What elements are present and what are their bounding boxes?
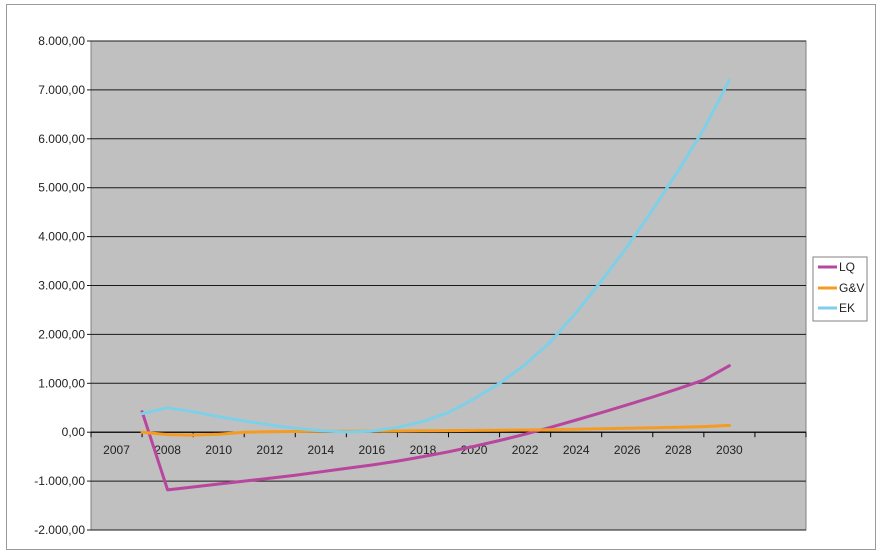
- legend-label-gv: G&V: [839, 281, 864, 295]
- y-tick-label: 7.000,00: [38, 83, 85, 97]
- x-tick-label: 2008: [154, 443, 181, 457]
- x-tick-label: 2018: [410, 443, 437, 457]
- legend: LQ G&V EK: [812, 256, 868, 322]
- x-tick-label: 2007: [103, 443, 130, 457]
- y-tick-label: -1.000,00: [34, 474, 85, 488]
- y-tick-label: 1.000,00: [38, 376, 85, 390]
- y-tick-label: 0,00: [62, 425, 86, 439]
- x-tick-label: 2016: [359, 443, 386, 457]
- series-line-gv: [140, 423, 731, 437]
- line-chart: -2.000,00 -1.000,00 0,00 1.000,00 2.000,00 3.…: [34, 34, 868, 537]
- x-tick-label: 2030: [716, 443, 743, 457]
- y-tick-label: 6.000,00: [38, 132, 85, 146]
- y-tick-label: 3.000,00: [38, 279, 85, 293]
- y-tick-label: 5.000,00: [38, 181, 85, 195]
- series-line-lq: [140, 364, 731, 492]
- y-tick-label: 2.000,00: [38, 327, 85, 341]
- legend-label-lq: LQ: [839, 260, 855, 274]
- x-tick-label: 2012: [256, 443, 283, 457]
- x-tick-label: 2014: [307, 443, 334, 457]
- legend-label-ek: EK: [839, 301, 855, 315]
- y-tick-label: 8.000,00: [38, 34, 85, 48]
- x-tick-label: 2026: [614, 443, 641, 457]
- x-tick-label: 2022: [512, 443, 539, 457]
- y-tick-label: 4.000,00: [38, 230, 85, 244]
- x-tick-label: 2028: [665, 443, 692, 457]
- series-line-ek: [140, 78, 731, 434]
- x-tick-label: 2010: [205, 443, 232, 457]
- chart-frame: -2.000,00 -1.000,00 0,00 1.000,00 2.000,00 3.…: [6, 4, 876, 550]
- x-tick-label: 2024: [563, 443, 590, 457]
- y-tick-label: -2.000,00: [34, 523, 85, 537]
